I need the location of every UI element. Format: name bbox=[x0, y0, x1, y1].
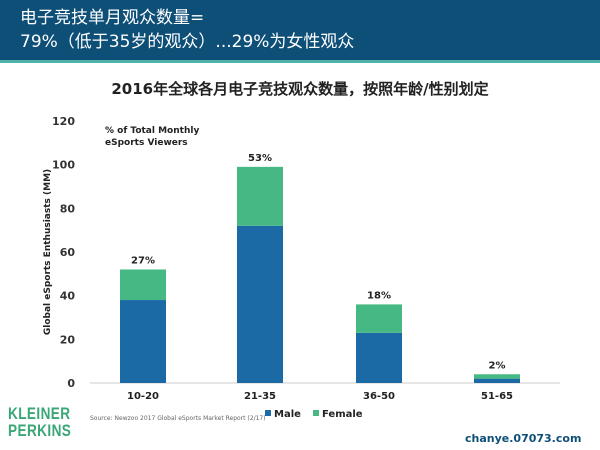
bar-male-36-50 bbox=[356, 332, 402, 383]
bar-female-21-35 bbox=[237, 166, 283, 226]
header-line-2: 79%（低于35岁的观众）...29%为女性观众 bbox=[20, 32, 355, 52]
chart-title: 2016年全球各月电子竞技观众数量，按照年龄/性别划定 bbox=[111, 80, 489, 98]
legend-swatch-male bbox=[265, 410, 271, 416]
bar-male-21-35 bbox=[237, 225, 283, 383]
y-tick-label: 60 bbox=[60, 246, 76, 259]
legend-label-female: Female bbox=[322, 409, 363, 420]
data-label: 2% bbox=[489, 360, 506, 371]
bar-female-51-65 bbox=[474, 374, 520, 379]
bar-female-36-50 bbox=[356, 304, 402, 333]
header-line-1: 电子竞技单月观众数量= bbox=[20, 8, 205, 28]
y-tick-label: 40 bbox=[60, 290, 76, 303]
bar-male-10-20 bbox=[120, 300, 166, 383]
header-banner: 电子竞技单月观众数量= 79%（低于35岁的观众）...29%为女性观众 bbox=[0, 0, 600, 63]
annotation-line2: eSports Viewers bbox=[105, 138, 188, 148]
y-tick-label: 20 bbox=[60, 333, 76, 346]
x-tick-label: 21-35 bbox=[244, 391, 276, 402]
y-tick-label: 0 bbox=[67, 377, 75, 390]
source-note: Source: Newzoo 2017 Global eSports Marke… bbox=[90, 415, 266, 422]
y-tick-label: 80 bbox=[60, 202, 76, 215]
x-tick-label: 10-20 bbox=[127, 391, 159, 402]
legend-label-male: Male bbox=[274, 409, 301, 420]
y-tick-label: 100 bbox=[52, 159, 75, 172]
kleiner-perkins-logo: KLEINER PERKINS bbox=[8, 404, 72, 440]
data-label: 53% bbox=[248, 153, 272, 164]
x-tick-label: 36-50 bbox=[363, 391, 395, 402]
data-label: 27% bbox=[131, 255, 155, 266]
y-tick-label: 120 bbox=[52, 115, 75, 128]
legend-swatch-female bbox=[313, 410, 319, 416]
bar-female-10-20 bbox=[120, 269, 166, 301]
y-axis-label: Global eSports Enthusiasts (MM) bbox=[43, 169, 53, 335]
x-tick-label: 51-65 bbox=[481, 391, 513, 402]
annotation-line1: % of Total Monthly bbox=[105, 126, 199, 136]
watermark: chanye.07073.com bbox=[465, 432, 582, 445]
data-label: 18% bbox=[367, 290, 391, 301]
bar-male-51-65 bbox=[474, 378, 520, 383]
